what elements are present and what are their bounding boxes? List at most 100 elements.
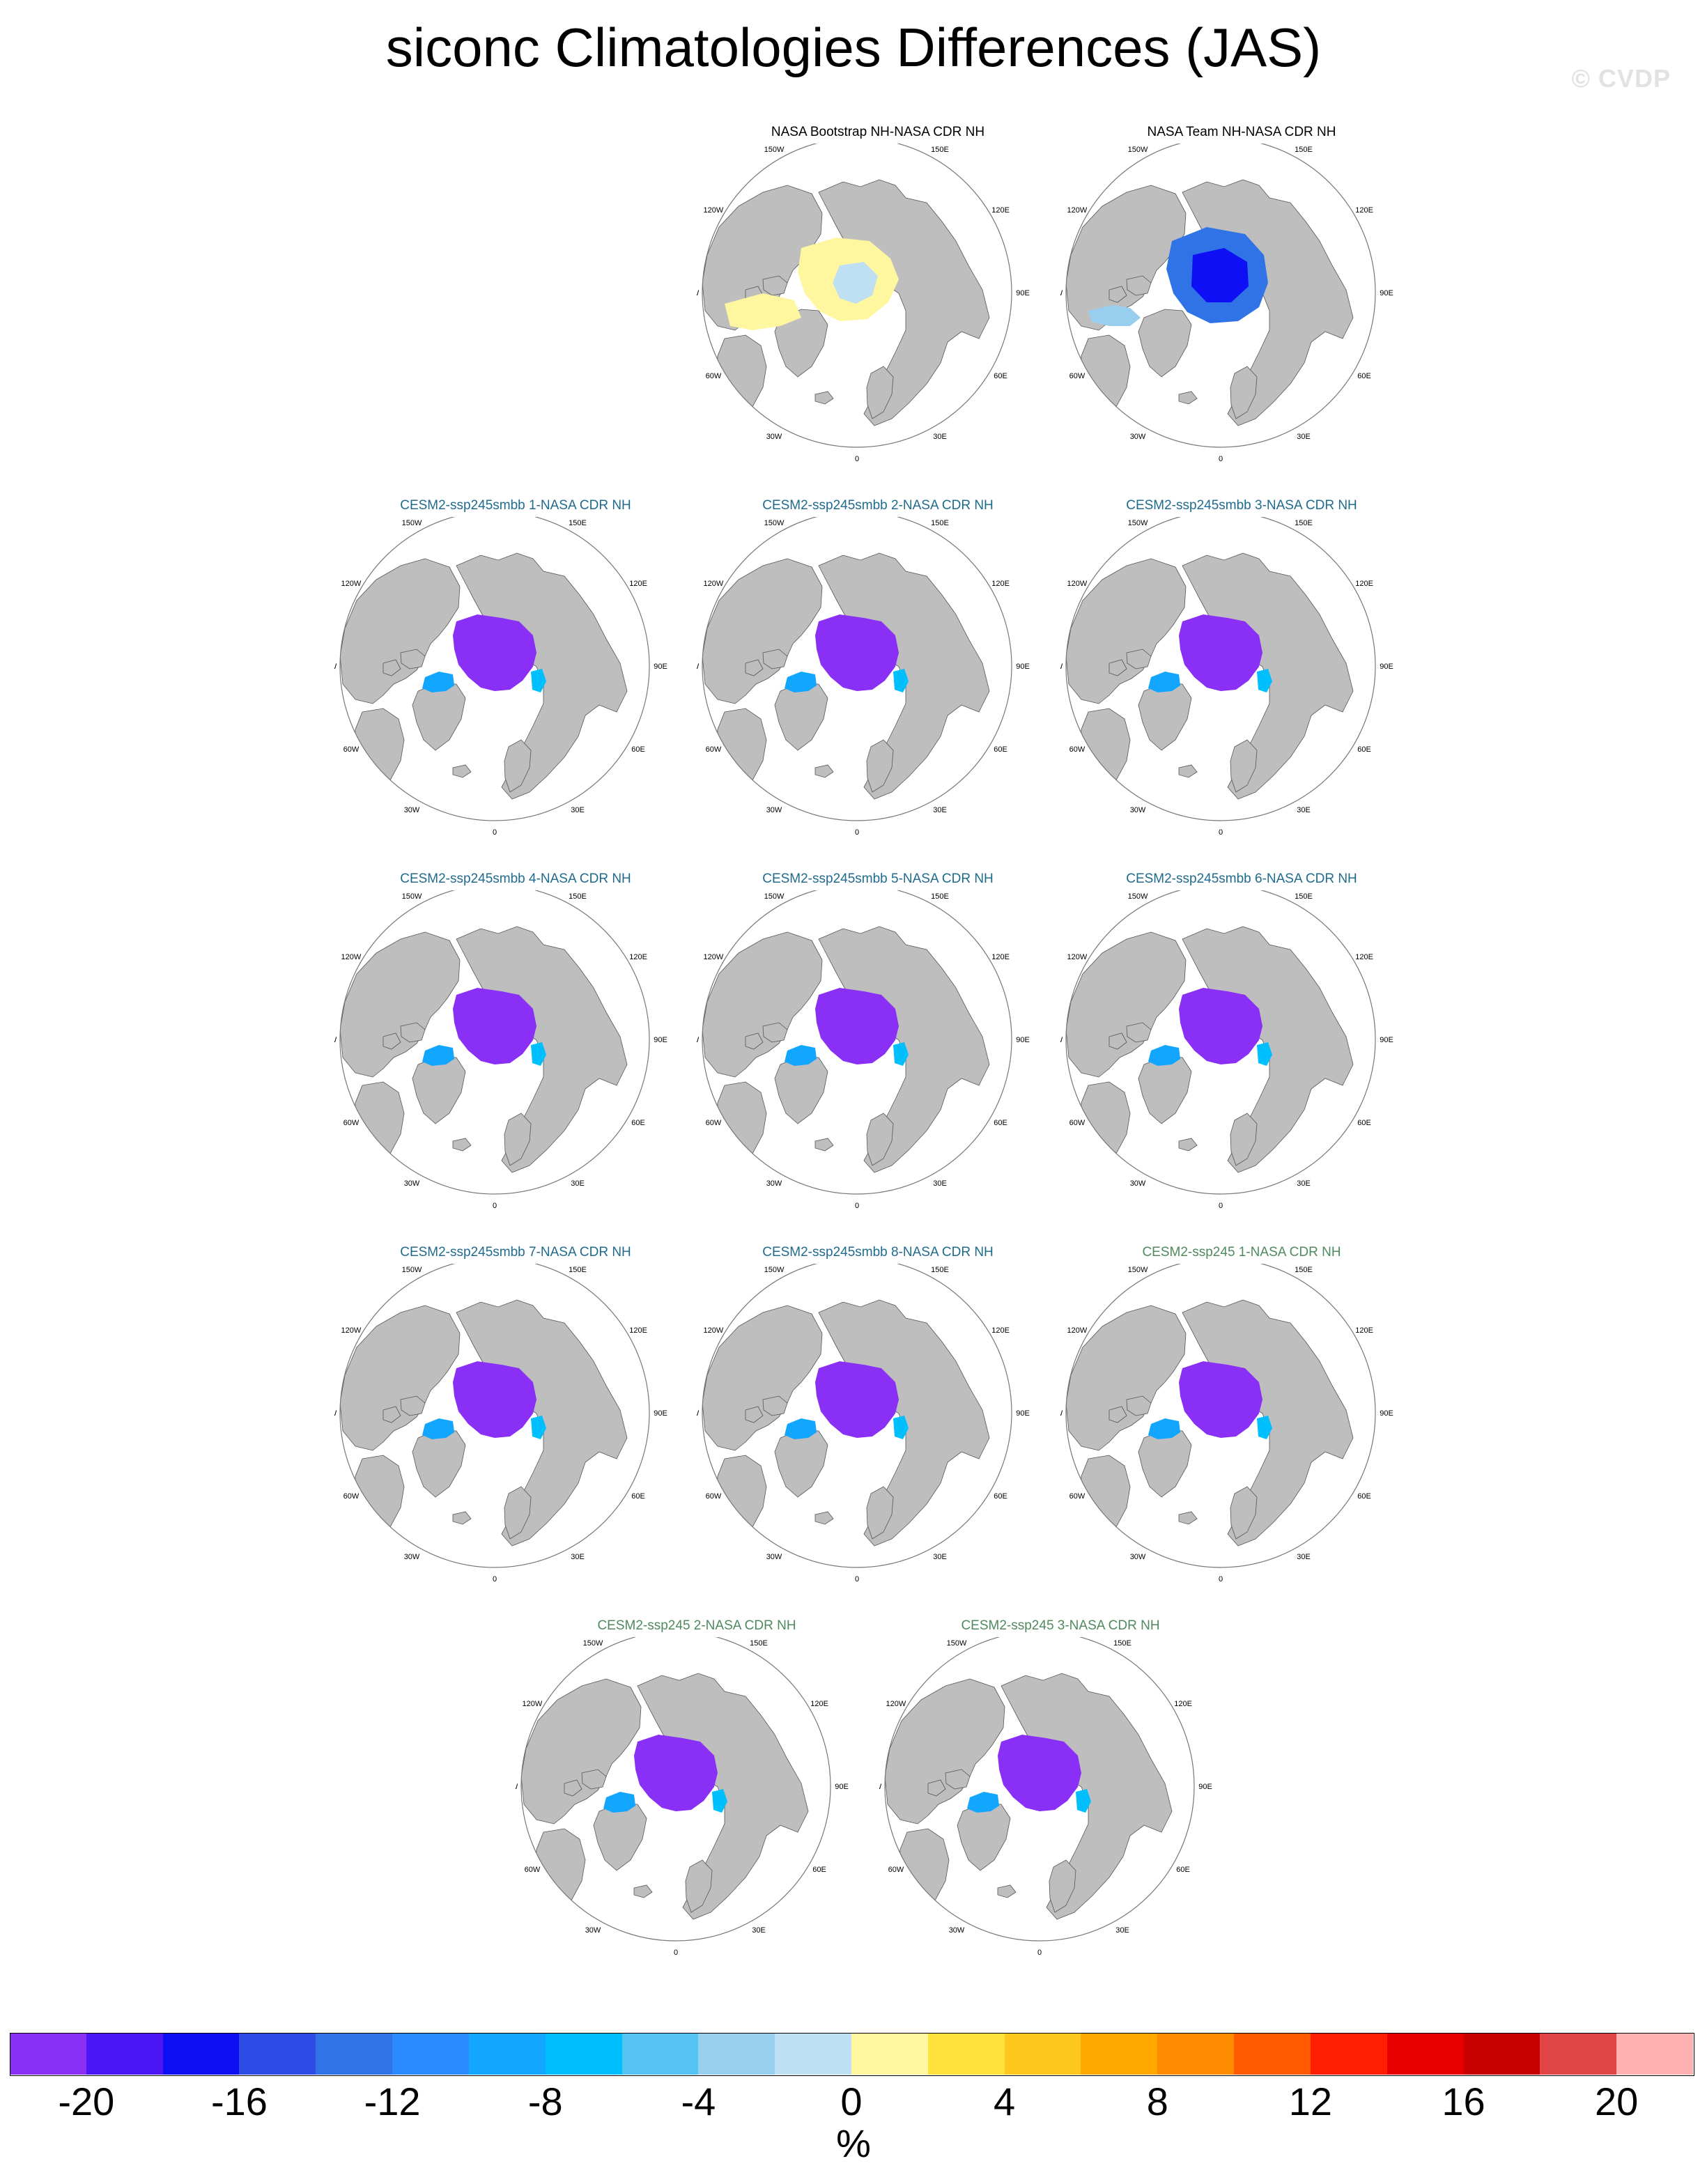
longitude-label-lower-right-2: 30E <box>933 806 947 814</box>
longitude-label-upper-right-1: 150E <box>931 519 949 527</box>
land-mass <box>564 1779 582 1797</box>
longitude-label-right: 90E <box>835 1783 849 1791</box>
ice-diff-negative <box>453 988 536 1064</box>
longitude-label-upper-left-2: 120W <box>341 1326 362 1335</box>
longitude-label-lower-left-2: 30W <box>949 1926 965 1935</box>
panel-title: CESM2-ssp245smbb 2-NASA CDR NH <box>762 498 994 513</box>
longitude-label-upper-right-2: 120E <box>991 580 1010 588</box>
colorbar-tick-label: 4 <box>994 2080 1016 2123</box>
longitude-label-upper-right-1: 150E <box>569 892 587 901</box>
longitude-label-lower-right-2: 30E <box>1297 1179 1311 1188</box>
ice-diff-negative <box>815 988 899 1064</box>
longitude-label-upper-right-1: 150E <box>931 146 949 154</box>
ice-diff-positive-edge <box>725 293 801 330</box>
land-mass <box>814 391 834 405</box>
longitude-label-right: 90E <box>1016 1409 1030 1418</box>
longitude-label-left: 90W <box>1060 663 1063 671</box>
polar-map: 180090W90E150W120W150E120E60W30W60E30E <box>334 890 667 1210</box>
longitude-label-upper-left-2: 120W <box>1067 953 1088 961</box>
longitude-label-lower-left-2: 30W <box>1130 1553 1146 1561</box>
land-mass <box>1066 1305 1187 1451</box>
longitude-label-lower-right-1: 60E <box>1357 1492 1371 1501</box>
land-mass <box>1049 1859 1076 1913</box>
land-mass <box>1066 931 1187 1078</box>
longitude-label-upper-left-2: 120W <box>704 953 724 961</box>
longitude-label-lower-left-1: 60W <box>1069 1119 1086 1127</box>
land-mass <box>452 1511 472 1525</box>
polar-map: 180090W90E150W120W150E120E60W30W60E30E <box>697 144 1030 463</box>
longitude-label-lower-left-2: 30W <box>1130 1179 1146 1188</box>
longitude-label-lower-right-1: 60E <box>631 745 645 754</box>
land-mass <box>383 1032 401 1050</box>
longitude-label-upper-right-2: 120E <box>810 1700 828 1708</box>
longitude-label-left: 90W <box>1060 1036 1063 1044</box>
ice-diff-edge-left <box>603 1792 635 1813</box>
panel-title: CESM2-ssp245smbb 6-NASA CDR NH <box>1126 872 1357 886</box>
longitude-label-lower-left-1: 60W <box>706 1119 722 1127</box>
longitude-label-upper-left-1: 150W <box>764 1266 785 1274</box>
longitude-label-left: 90W <box>879 1783 882 1791</box>
land-mass <box>452 764 472 778</box>
colorbar-tick-label: -16 <box>210 2080 268 2123</box>
panel-title: CESM2-ssp245smbb 8-NASA CDR NH <box>762 1245 994 1260</box>
polar-map: 180090W90E150W120W150E120E60W30W60E30E <box>697 1264 1030 1583</box>
longitude-label-upper-left-1: 150W <box>583 1639 603 1648</box>
land-mass <box>452 1138 472 1152</box>
longitude-label-bottom: 0 <box>493 1202 497 1210</box>
colorbar-tick-label: 0 <box>840 2080 863 2123</box>
longitude-label-lower-right-2: 30E <box>1297 806 1311 814</box>
land-mass <box>1230 366 1258 419</box>
longitude-label-upper-right-1: 150E <box>750 1639 768 1648</box>
land-mass <box>814 1511 834 1525</box>
longitude-label-upper-right-2: 120E <box>1355 580 1373 588</box>
longitude-label-upper-right-1: 150E <box>931 892 949 901</box>
land-mass <box>814 1138 834 1152</box>
longitude-label-lower-left-2: 30W <box>766 433 782 441</box>
ice-diff-edge-left <box>785 672 817 692</box>
land-mass <box>866 1113 894 1166</box>
longitude-label-lower-right-1: 60E <box>1357 1119 1371 1127</box>
longitude-label-lower-right-2: 30E <box>933 1179 947 1188</box>
map-boundary <box>339 517 650 821</box>
land-mass <box>1230 1486 1258 1540</box>
longitude-label-right: 90E <box>654 1036 667 1044</box>
longitude-label-lower-right-2: 30E <box>752 1926 766 1935</box>
longitude-label-upper-left-1: 150W <box>1128 1266 1148 1274</box>
longitude-label-upper-right-2: 120E <box>1355 1326 1373 1335</box>
longitude-label-right: 90E <box>1380 1409 1393 1418</box>
colorbar-swatch <box>392 2033 470 2075</box>
colorbar-tick-label: 12 <box>1288 2080 1333 2123</box>
land-mass <box>814 764 834 778</box>
land-mass <box>633 1884 653 1898</box>
ice-diff-edge-right <box>531 669 546 692</box>
map-panel: NASA Team NH-NASA CDR NH180090W90E150W12… <box>1060 124 1423 486</box>
land-mass <box>1230 739 1258 793</box>
colorbar-swatch <box>86 2033 164 2075</box>
panel-title: CESM2-ssp245smbb 7-NASA CDR NH <box>400 1245 631 1260</box>
land-mass <box>997 1884 1017 1898</box>
ice-diff-edge-left <box>1148 1418 1180 1439</box>
longitude-label-lower-left-1: 60W <box>706 745 722 754</box>
land-mass <box>702 931 823 1078</box>
ice-diff-near-zero <box>833 262 878 304</box>
polar-map: 180090W90E150W120W150E120E60W30W60E30E <box>1060 144 1393 463</box>
land-mass <box>945 1769 971 1790</box>
map-boundary <box>702 1264 1012 1568</box>
ice-diff-edge-left <box>785 1045 817 1066</box>
colorbar-swatch <box>927 2033 1005 2075</box>
longitude-label-lower-right-1: 60E <box>1176 1866 1190 1874</box>
land-mass <box>400 1395 426 1416</box>
longitude-label-right: 90E <box>1380 1036 1393 1044</box>
map-boundary <box>702 144 1012 448</box>
longitude-label-left: 90W <box>697 663 700 671</box>
ice-diff-negative <box>453 1361 536 1438</box>
ice-diff-edge-left <box>422 1418 454 1439</box>
colorbar-swatch <box>1004 2033 1081 2075</box>
polar-map: 180090W90E150W120W150E120E60W30W60E30E <box>516 1637 849 1957</box>
longitude-label-right: 90E <box>654 1409 667 1418</box>
longitude-label-lower-left-1: 60W <box>343 1119 360 1127</box>
polar-map: 180090W90E150W120W150E120E60W30W60E30E <box>334 1264 667 1583</box>
longitude-label-lower-right-1: 60E <box>994 372 1007 380</box>
longitude-label-upper-right-1: 150E <box>931 1266 949 1274</box>
longitude-label-upper-right-1: 150E <box>1113 1639 1131 1648</box>
